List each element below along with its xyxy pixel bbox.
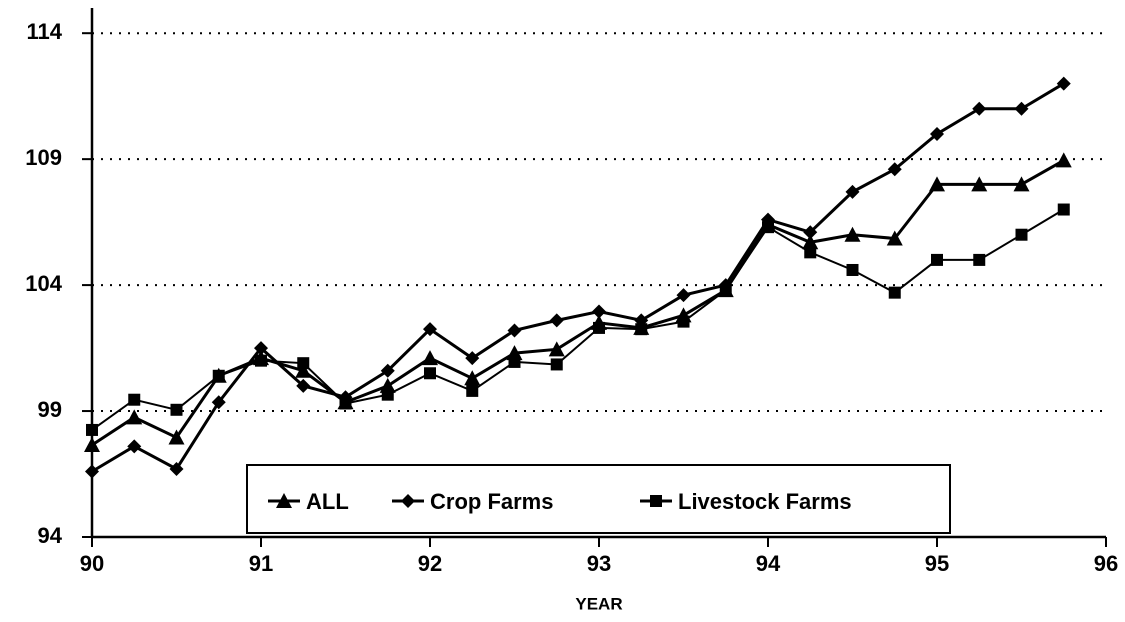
marker [401,494,415,508]
legend-label: Livestock Farms [678,489,852,514]
x-tick-label: 96 [1094,551,1118,576]
x-tick-label: 92 [418,551,442,576]
y-tick-label: 99 [38,397,62,422]
legend: ALL Crop Farms Livestock Farms [246,464,951,534]
marker [762,221,774,234]
x-tick-label: 93 [587,551,611,576]
marker [422,350,438,366]
x-tick-label: 91 [249,551,273,576]
series-line [91,159,1065,447]
marker [971,176,988,192]
legend-label: Crop Farms [430,489,553,514]
marker [464,370,481,386]
x-axis-label: YEAR [575,594,622,613]
marker [1014,101,1029,116]
marker [85,464,99,479]
marker [803,225,818,240]
legend-box [246,464,951,534]
y-tick-label: 114 [27,19,63,44]
marker [719,284,732,297]
marker [423,322,437,337]
x-tick-label: 94 [756,551,781,576]
marker [1055,152,1072,168]
marker [84,437,100,453]
marker [1057,203,1070,216]
marker [804,246,817,259]
marker [128,393,141,406]
marker [677,315,690,328]
marker [550,358,563,371]
marker [593,321,605,334]
marker [635,323,648,336]
marker [930,126,944,141]
marker [592,304,606,319]
marker [297,357,310,370]
marker [1015,228,1028,241]
marker [802,234,819,250]
marker [126,409,143,425]
marker [170,403,183,416]
marker [466,384,479,397]
marker [254,341,268,356]
marker [973,253,986,266]
marker [888,286,901,299]
marker [507,323,522,338]
marker [380,363,395,378]
marker [168,429,185,445]
marker [887,162,902,177]
marker [339,397,352,410]
marker [212,369,225,382]
marker [465,351,480,366]
x-tick-label: 95 [925,551,949,576]
series-line [91,82,1065,473]
marker [676,288,691,303]
marker [548,341,565,357]
marker [276,493,292,508]
y-tick-label: 109 [25,145,62,170]
legend-label: ALL [306,489,349,514]
marker [549,313,564,328]
marker [381,388,394,401]
marker [211,395,226,410]
marker [295,362,312,378]
marker [931,253,943,266]
marker [886,230,903,246]
marker [296,378,311,393]
x-tick-label: 90 [80,551,104,576]
marker [86,423,98,436]
marker [255,354,267,367]
marker [929,176,945,192]
marker [127,439,142,454]
marker [844,226,861,242]
marker [972,101,987,116]
marker [1013,176,1030,192]
y-tick-label: 94 [38,523,63,548]
marker [845,184,860,199]
marker [846,263,859,276]
series-line [91,208,1065,431]
marker [1056,76,1071,91]
marker [169,461,184,476]
marker [650,495,662,507]
marker [424,367,436,380]
y-tick-label: 104 [25,271,62,296]
marker [508,355,521,368]
